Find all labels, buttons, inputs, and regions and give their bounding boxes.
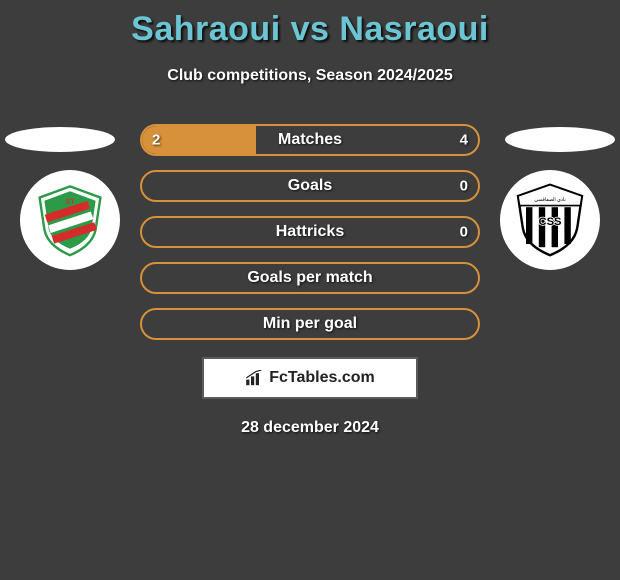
club-logo-left: ST (20, 170, 120, 270)
bar-goals-per-match: Goals per match (140, 262, 480, 294)
date-text: 28 december 2024 (0, 419, 620, 437)
brand-box[interactable]: FcTables.com (202, 357, 418, 399)
bar-right-value: 0 (460, 224, 468, 241)
svg-text:ST: ST (65, 197, 75, 206)
bar-label: Min per goal (263, 315, 357, 333)
bar-matches: 2 Matches 4 (140, 124, 480, 156)
bar-min-per-goal: Min per goal (140, 308, 480, 340)
bar-label: Goals (288, 177, 332, 195)
svg-text:CSS: CSS (538, 216, 562, 228)
cs-sfaxien-badge-icon: CSS نادي الصفاقسي (510, 180, 590, 260)
bar-right-value: 0 (460, 178, 468, 195)
stade-tunisien-badge-icon: ST (30, 180, 110, 260)
player-silhouette-right (505, 127, 615, 152)
player-silhouette-left (5, 127, 115, 152)
club-logo-right: CSS نادي الصفاقسي (500, 170, 600, 270)
bar-chart-icon (245, 370, 265, 386)
svg-text:نادي الصفاقسي: نادي الصفاقسي (534, 197, 565, 203)
brand-text: FcTables.com (269, 369, 375, 387)
brand-label: FcTables.com (245, 369, 375, 387)
bar-label: Hattricks (276, 223, 344, 241)
bar-label: Goals per match (247, 269, 372, 287)
bar-right-value: 4 (460, 132, 468, 149)
bar-left-value: 2 (152, 132, 160, 149)
bar-goals: Goals 0 (140, 170, 480, 202)
bar-hattricks: Hattricks 0 (140, 216, 480, 248)
page-title: Sahraoui vs Nasraoui (0, 0, 620, 49)
row-matches: 2 Matches 4 (0, 117, 620, 163)
row-min-per-goal: Min per goal (0, 301, 620, 347)
subtitle: Club competitions, Season 2024/2025 (0, 67, 620, 85)
bar-label: Matches (278, 131, 342, 149)
